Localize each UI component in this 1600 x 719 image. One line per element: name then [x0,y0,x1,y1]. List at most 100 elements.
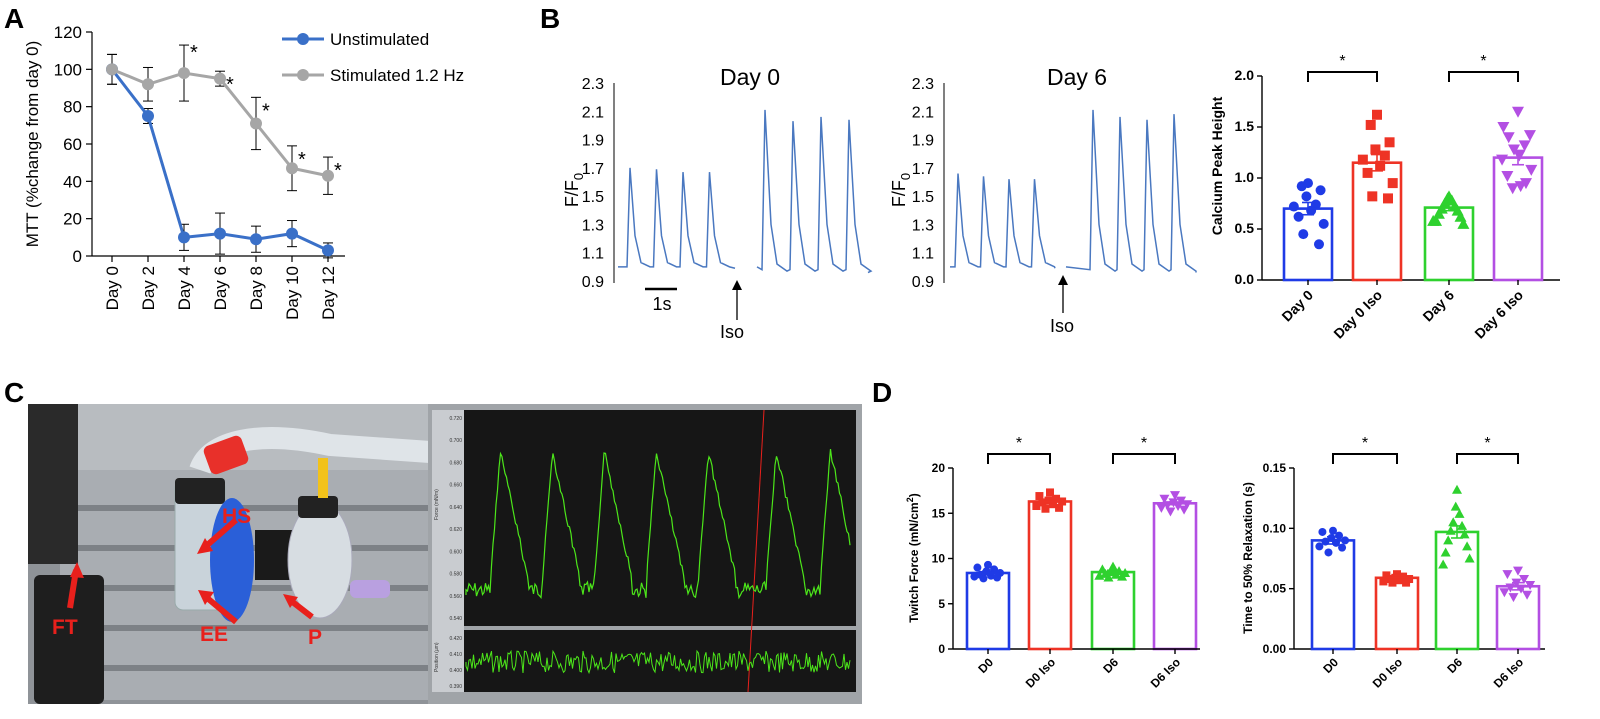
b-trace-tick-label: 1.3 [912,217,934,234]
data-point-triangle-down [1518,140,1531,152]
chart-b-calcium-traces: 0.91.11.31.51.71.92.12.3 Day 0F/F0Iso0.91… [562,64,1197,342]
data-point-triangle-down [1170,491,1180,501]
data-point-triangle-down [1513,150,1526,162]
data-point-circle [984,560,992,569]
a-data-point [250,233,262,246]
bar-x-tick-label: Day 6 [1419,287,1457,325]
a-data-point [142,110,154,122]
screen-ylabel-top: Force (mN/m) [434,489,440,520]
data-point-triangle-up [1427,214,1440,226]
bar-significance-bracket [987,453,1051,464]
data-point-triangle-up [1454,508,1465,518]
bar-significance-bracket [1307,71,1378,82]
data-point-triangle-up [1117,571,1128,581]
data-point-square [1035,492,1044,501]
data-point-triangle-down [1179,505,1190,515]
screen-tick-label: 0.560 [449,594,462,600]
b-trace-ylabel-main: F/F [889,180,909,207]
bar-significance-star: * [1480,53,1486,70]
bar-significance-bracket [1456,453,1519,464]
bar-3 [1152,501,1198,651]
a-y-tick-label: 20 [63,210,82,229]
bar-significance-star: * [1362,435,1368,452]
chamber-right [287,501,353,619]
a-x-tick-label: Day 0 [103,266,122,310]
a-x-tick-label: Day 4 [175,266,194,310]
b-trace-tick-label: 1.5 [582,189,604,206]
d-force-y-axis-label: Twitch Force (mN/cm2) [905,493,921,622]
data-point-circle [993,573,1002,582]
bar-0 [965,571,1011,651]
label-p: P [308,626,322,649]
screen-tick-label: 0.390 [449,684,462,690]
a-legend-marker [297,33,309,45]
b-trace-ylabel-main: F/F [562,180,582,207]
bar-y-tick-label: 1.0 [1235,169,1255,185]
b-calcium-trace-baseline [618,167,736,269]
a-legend-marker [297,69,309,81]
a-legend-label: Unstimulated [330,30,429,49]
bar-y-tick-label: 0.15 [1263,461,1287,475]
a-x-tick-label: Day 12 [319,266,338,320]
a-data-point [214,227,226,240]
screen-tick-label: 0.620 [449,527,462,533]
a-data-point [286,227,298,240]
b-bar-y-axis-label: Calcium Peak Height [1209,96,1225,235]
data-point-triangle-down [1513,566,1523,576]
a-significance-star: * [226,74,234,96]
data-point-square [1375,160,1386,171]
a-data-point [178,231,190,244]
a-data-point [214,72,226,85]
data-point-square [1367,191,1378,202]
bar-y-tick-label: 2.0 [1235,67,1255,83]
data-point-circle [1315,542,1324,551]
bar-x-tick-label: D0 [975,655,996,676]
bar-3 [1495,584,1541,651]
data-point-circle [1329,526,1337,535]
b-iso-label: Iso [1050,316,1074,336]
b-trace-y-label: F/F0 [889,173,913,207]
data-point-triangle-up [1459,529,1470,539]
screen-tick-label: 0.540 [449,616,462,622]
bar-2 [1090,570,1136,651]
data-point-square [1388,578,1397,587]
b-trace-tick-label: 2.1 [582,104,604,121]
a-y-axis-label: MTT (%change from day 0) [23,41,42,248]
data-point-square [1402,578,1411,587]
b-trace-tick-label: 2.3 [912,76,934,93]
b-trace-tick-label: 1.9 [912,133,934,150]
blue-cap [210,498,254,622]
a-y-tick-label: 0 [73,247,82,266]
b-trace-tick-label: 1.7 [582,161,604,178]
screen-tick-label: 0.400 [449,668,462,674]
panel-label-d: D [872,377,892,408]
data-point-circle [1288,201,1299,212]
a-x-tick-label: Day 8 [247,266,266,310]
screen-tick-label: 0.720 [449,416,462,422]
d-force-ylabel-end: ) [907,493,921,497]
panel-label-a: A [4,3,24,34]
data-point-circle [979,574,988,583]
bar-y-tick-label: 1.5 [1235,118,1255,134]
data-point-circle [1313,239,1324,250]
a-data-point [106,63,118,76]
data-point-square [1379,577,1388,586]
b-trace-title: Day 0 [720,64,780,90]
bar-significance-star: * [1339,53,1345,70]
a-data-point [250,117,262,130]
bar-x-tick-label: D6 [1444,655,1465,676]
screen-axis-strip [432,410,464,692]
bar-y-tick-label: 0.5 [1235,220,1255,236]
data-point-square [1049,500,1058,509]
data-point-triangle-up [1440,547,1451,557]
data-point-square [1041,504,1050,513]
bar-significance-star: * [1016,435,1022,452]
data-point-triangle-down [1519,575,1530,585]
data-point-triangle-down [1525,581,1536,591]
bar-x-tick-label: Day 0 Iso [1330,287,1385,342]
b-iso-arrowhead [732,280,742,290]
b-calcium-trace-iso [1065,109,1197,273]
b-trace-tick-label: 0.9 [912,274,934,291]
screen-tick-label: 0.660 [449,483,462,489]
